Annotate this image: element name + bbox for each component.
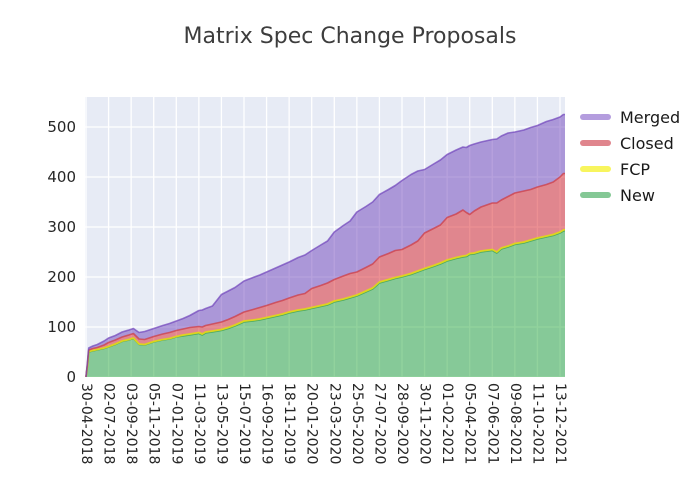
- x-tick-label: 25-05-2020: [348, 383, 365, 465]
- legend-item-new: New: [580, 182, 680, 208]
- y-tick-label: 100: [47, 318, 76, 336]
- y-tick-label: 300: [47, 218, 76, 236]
- x-tick-label: 11-10-2021: [529, 383, 546, 465]
- plot-area: [85, 97, 565, 377]
- x-tick-label: 13-05-2019: [213, 383, 230, 465]
- chart-title: Matrix Spec Change Proposals: [183, 24, 517, 49]
- legend-label: New: [620, 185, 655, 205]
- legend-item-closed: Closed: [580, 130, 680, 156]
- legend-label: Closed: [620, 133, 674, 153]
- area-merged: [86, 114, 565, 377]
- legend-swatch-merged: [580, 114, 611, 120]
- x-tick-label: 18-11-2019: [281, 383, 298, 465]
- x-tick-label: 11-03-2019: [190, 383, 207, 465]
- x-tick-label: 03-09-2018: [123, 383, 140, 465]
- x-tick-label: 02-07-2018: [100, 383, 117, 465]
- y-tick-label: 0: [66, 368, 76, 386]
- legend-swatch-fcp: [580, 166, 611, 172]
- edge-closed: [85, 172, 565, 377]
- legend-swatch-closed: [580, 140, 611, 146]
- x-tick-label: 05-04-2021: [461, 383, 478, 465]
- x-tick-label: 16-09-2019: [258, 383, 275, 465]
- legend-item-fcp: FCP: [580, 156, 680, 182]
- legend-item-merged: Merged: [580, 104, 680, 130]
- x-tick-label: 30-04-2018: [78, 383, 94, 465]
- x-tick-label: 09-08-2021: [506, 383, 523, 465]
- x-tick-label: 13-12-2021: [551, 383, 568, 465]
- y-tick-label: 200: [47, 268, 76, 286]
- x-tick-label: 30-11-2020: [416, 383, 433, 465]
- y-tick-label: 400: [47, 168, 76, 186]
- y-tick-label: 500: [47, 118, 76, 136]
- area-new: [86, 230, 565, 377]
- legend-label: Merged: [620, 107, 681, 127]
- legend: Merged Closed FCP New: [580, 104, 680, 208]
- edge-merged: [85, 113, 565, 377]
- stacked-area-plot: [85, 97, 565, 377]
- x-tick-label: 07-01-2019: [168, 383, 185, 465]
- x-tick-label: 23-03-2020: [326, 383, 343, 465]
- x-tick-label: 20-01-2020: [303, 383, 320, 465]
- x-tick-label: 15-07-2019: [235, 383, 252, 465]
- x-tick-label: 07-06-2021: [484, 383, 501, 465]
- legend-label: FCP: [620, 159, 651, 179]
- legend-swatch-new: [580, 192, 611, 198]
- x-tick-label: 05-11-2018: [145, 383, 162, 465]
- x-tick-label: 01-02-2021: [439, 383, 456, 465]
- x-tick-label: 27-07-2020: [371, 383, 388, 465]
- edge-fcp: [85, 228, 565, 377]
- x-tick-label: 28-09-2020: [393, 383, 410, 465]
